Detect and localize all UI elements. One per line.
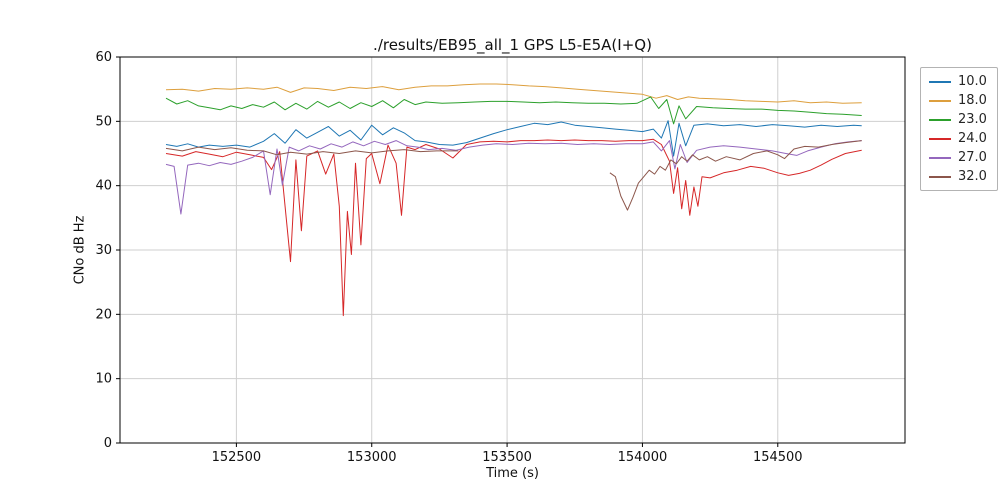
x-tick-label: 152500 [212,450,262,465]
x-tick-label: 154000 [618,450,668,465]
legend-item-18.0: 18.0 [929,94,987,107]
x-tick-label: 154500 [753,450,803,465]
chart-title: ./results/EB95_all_1 GPS L5-E5A(I+Q) [373,36,652,54]
series-18.0-line [165,83,862,104]
legend-item-24.0: 24.0 [929,132,987,145]
x-tick-label: 153500 [482,450,532,465]
series-23.0-line [165,96,862,125]
legend: 10.0 18.0 23.0 24.0 27.0 32.0 [920,67,998,191]
legend-swatch [929,118,951,121]
x-axis-label: Time (s) [486,466,539,481]
y-tick-label: 40 [95,179,112,194]
legend-swatch [929,137,951,140]
y-tick-label: 50 [95,114,112,129]
legend-swatch [929,99,951,102]
y-tick-label: 30 [95,243,112,258]
legend-label: 18.0 [958,93,987,108]
y-tick-label: 20 [95,307,112,322]
legend-label: 27.0 [958,150,987,165]
y-tick-label: 0 [104,436,112,451]
x-tick-label: 153000 [347,450,397,465]
y-tick-label: 60 [95,50,112,65]
legend-swatch [929,175,951,178]
legend-item-27.0: 27.0 [929,151,987,164]
series-32.0-line [165,146,459,156]
y-tick-label: 10 [95,372,112,387]
legend-label: 24.0 [958,131,987,146]
series-24.0-line [165,138,862,317]
legend-item-32.0: 32.0 [929,170,987,183]
legend-swatch [929,80,951,83]
series-27.0-line [165,140,862,215]
legend-label: 23.0 [958,112,987,127]
legend-item-10.0: 10.0 [929,75,987,88]
legend-label: 10.0 [958,74,987,89]
legend-label: 32.0 [958,169,987,184]
series-10.0-line [165,120,862,157]
series-32.0-line [609,140,862,211]
legend-item-23.0: 23.0 [929,113,987,126]
legend-swatch [929,156,951,159]
